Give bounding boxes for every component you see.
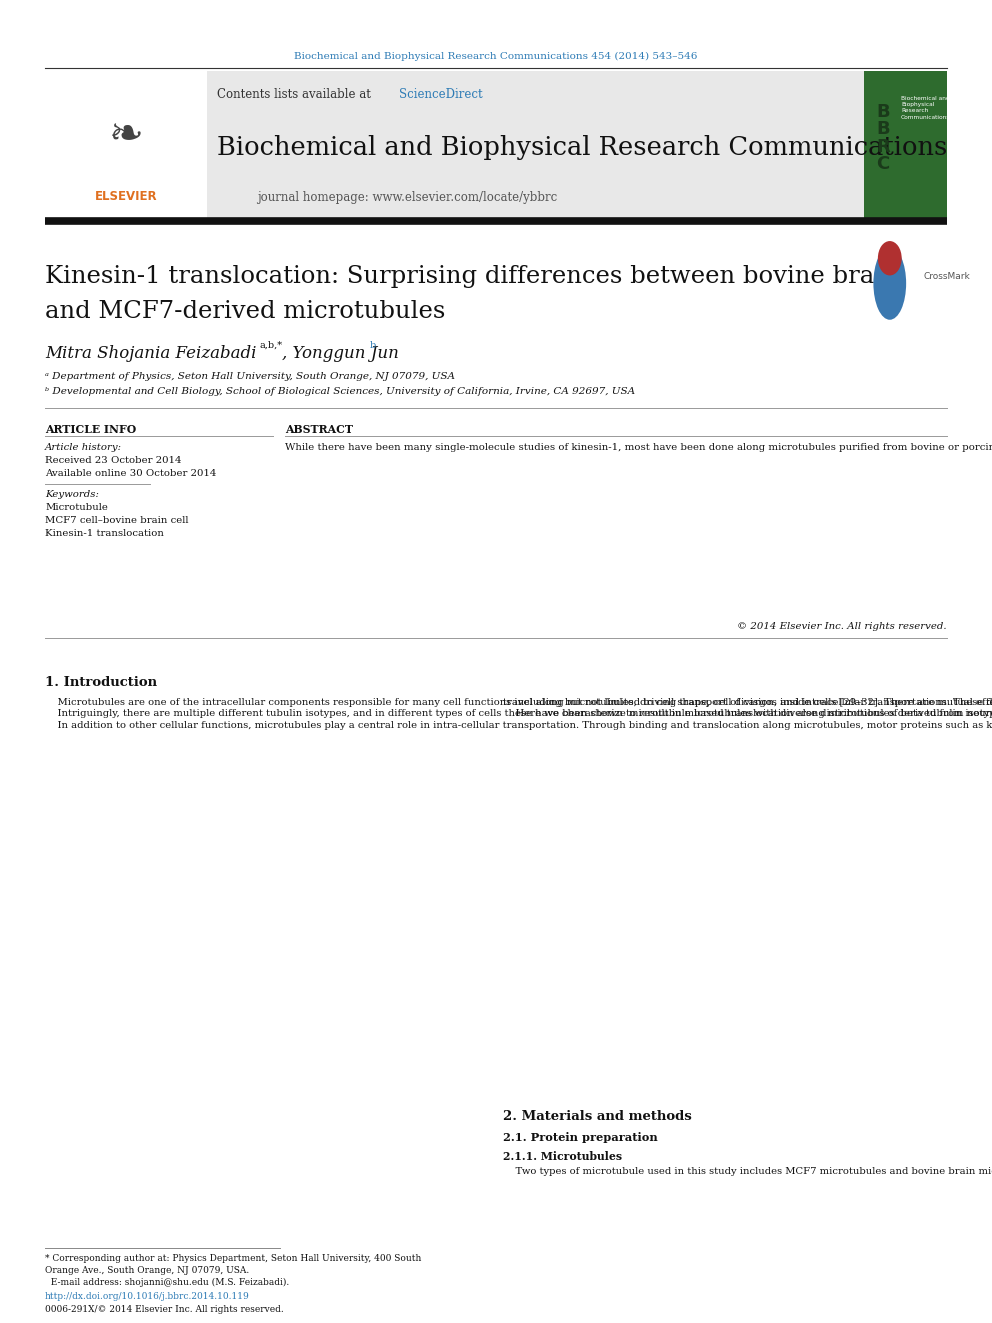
Text: Kinesin-1 translocation: Kinesin-1 translocation [45, 529, 164, 538]
Text: Available online 30 October 2014: Available online 30 October 2014 [45, 468, 216, 478]
Text: 2.1.1. Microtubules: 2.1.1. Microtubules [503, 1151, 622, 1162]
Bar [45, 71, 207, 218]
Text: MCF7 cell–bovine brain cell: MCF7 cell–bovine brain cell [45, 516, 188, 525]
Text: b: b [370, 341, 376, 351]
Text: journal homepage: www.elsevier.com/locate/ybbrc: journal homepage: www.elsevier.com/locat… [257, 192, 558, 205]
Text: Biochemical and Biophysical Research Communications: Biochemical and Biophysical Research Com… [217, 135, 947, 160]
Bar [864, 71, 947, 218]
Text: Microtubules are one of the intracellular components responsible for many cell f: Microtubules are one of the intracellula… [45, 699, 992, 730]
Ellipse shape [873, 247, 906, 320]
Text: ARTICLE INFO: ARTICLE INFO [45, 423, 136, 435]
Text: ❧: ❧ [108, 114, 144, 156]
Text: a,b,*: a,b,* [260, 341, 283, 351]
Text: 2.1. Protein preparation: 2.1. Protein preparation [503, 1132, 658, 1143]
Text: Mitra Shojania Feizabadi: Mitra Shojania Feizabadi [45, 345, 257, 363]
Text: 0006-291X/© 2014 Elsevier Inc. All rights reserved.: 0006-291X/© 2014 Elsevier Inc. All right… [45, 1304, 284, 1314]
Text: Article history:: Article history: [45, 443, 122, 452]
Text: CrossMark: CrossMark [924, 273, 970, 282]
Text: http://dx.doi.org/10.1016/j.bbrc.2014.10.119: http://dx.doi.org/10.1016/j.bbrc.2014.10… [45, 1293, 250, 1301]
Text: While there have been many single-molecule studies of kinesin-1, most have been : While there have been many single-molecu… [285, 443, 992, 452]
Text: ᵃ Department of Physics, Seton Hall University, South Orange, NJ 07079, USA: ᵃ Department of Physics, Seton Hall Univ… [45, 372, 455, 381]
Text: Biochemical and Biophysical Research Communications 454 (2014) 543–546: Biochemical and Biophysical Research Com… [295, 52, 697, 61]
Text: ABSTRACT: ABSTRACT [285, 423, 353, 435]
Text: 1. Introduction: 1. Introduction [45, 676, 157, 689]
Text: Received 23 October 2014: Received 23 October 2014 [45, 456, 182, 464]
Text: , Yonggun Jun: , Yonggun Jun [282, 345, 399, 363]
Text: Microtubule: Microtubule [45, 503, 108, 512]
Text: and MCF7-derived microtubules: and MCF7-derived microtubules [45, 300, 445, 323]
Text: Biochemical and
Biophysical
Research
Communications: Biochemical and Biophysical Research Com… [901, 97, 950, 119]
Text: Contents lists available at: Contents lists available at [217, 89, 375, 101]
Text: Keywords:: Keywords: [45, 490, 99, 499]
Text: ScienceDirect: ScienceDirect [399, 89, 483, 101]
Text: Kinesin-1 translocation: Surprising differences between bovine brain: Kinesin-1 translocation: Surprising diff… [45, 265, 898, 288]
Text: * Corresponding author at: Physics Department, Seton Hall University, 400 South
: * Corresponding author at: Physics Depar… [45, 1254, 422, 1287]
Text: ELSEVIER: ELSEVIER [94, 189, 158, 202]
Text: © 2014 Elsevier Inc. All rights reserved.: © 2014 Elsevier Inc. All rights reserved… [737, 622, 947, 631]
Text: 2. Materials and methods: 2. Materials and methods [503, 1110, 691, 1123]
Bar [45, 71, 864, 218]
Ellipse shape [878, 241, 902, 275]
Text: B
B
R
C: B B R C [876, 103, 890, 173]
Text: travel along microtubules, driving transport of cargos inside cells [29–32]. The: travel along microtubules, driving trans… [503, 699, 992, 718]
Text: Two types of microtubule used in this study includes MCF7 microtubules and bovin: Two types of microtubule used in this st… [503, 1167, 992, 1176]
Text: ᵇ Developmental and Cell Biology, School of Biological Sciences, University of C: ᵇ Developmental and Cell Biology, School… [45, 388, 635, 396]
